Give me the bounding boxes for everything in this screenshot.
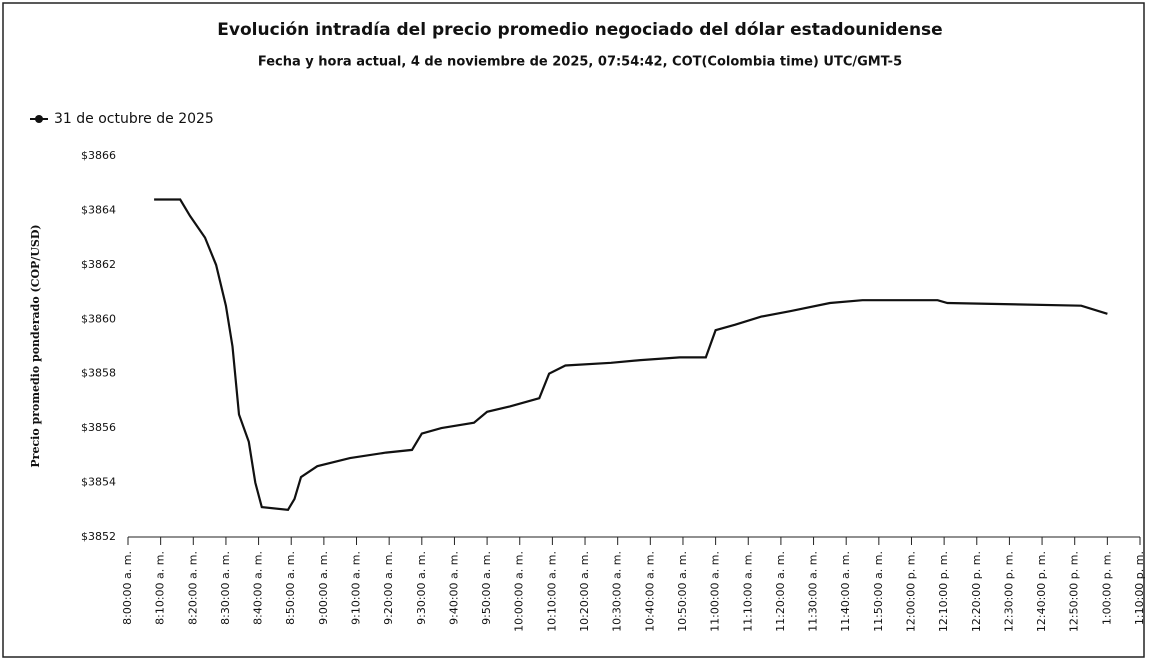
y-tick-label: $3856 bbox=[81, 421, 116, 434]
x-tick-label: 10:00:00 a. m. bbox=[513, 551, 526, 632]
line bbox=[154, 198, 1108, 511]
y-tick-label: $3866 bbox=[81, 149, 116, 162]
x-tick-label: 12:00:00 p. m. bbox=[904, 551, 917, 632]
y-axis-label: Precio promedio ponderado (COP/USD) bbox=[29, 224, 42, 467]
x-tick-label: 9:10:00 a. m. bbox=[350, 551, 363, 625]
x-tick-label: 9:30:00 a. m. bbox=[415, 551, 428, 625]
x-tick-label: 12:50:00 p. m. bbox=[1068, 551, 1081, 632]
x-tick-label: 1:10:00 p. m. bbox=[1133, 551, 1146, 625]
y-tick-label: $3860 bbox=[81, 312, 116, 325]
x-tick-label: 8:40:00 a. m. bbox=[252, 551, 265, 625]
x-tick-label: 9:00:00 a. m. bbox=[317, 551, 330, 625]
x-tick-label: 8:10:00 a. m. bbox=[154, 551, 167, 625]
x-tick-label: 8:30:00 a. m. bbox=[219, 551, 232, 625]
x-tick-label: 8:20:00 a. m. bbox=[186, 551, 199, 625]
x-tick-label: 9:20:00 a. m. bbox=[382, 551, 395, 625]
x-tick-label: 12:30:00 p. m. bbox=[1002, 551, 1015, 632]
x-tick-label: 9:40:00 a. m. bbox=[447, 551, 460, 625]
y-tick-label: $3864 bbox=[81, 203, 116, 216]
legend-marker bbox=[35, 115, 43, 123]
x-tick-label: 11:20:00 a. m. bbox=[774, 551, 787, 632]
x-tick-label: 12:20:00 p. m. bbox=[970, 551, 983, 632]
y-tick-label: $3862 bbox=[81, 258, 116, 271]
x-tick-label: 12:40:00 p. m. bbox=[1035, 551, 1048, 632]
x-tick-label: 9:50:00 a. m. bbox=[480, 551, 493, 625]
x-tick-label: 10:10:00 a. m. bbox=[545, 551, 558, 632]
x-tick-label: 12:10:00 p. m. bbox=[937, 551, 950, 632]
chart-subtitle: Fecha y hora actual, 4 de noviembre de 2… bbox=[258, 55, 902, 70]
x-tick-label: 10:20:00 a. m. bbox=[578, 551, 591, 632]
x-tick-label: 8:00:00 a. m. bbox=[121, 551, 134, 625]
x-tick-label: 10:50:00 a. m. bbox=[676, 551, 689, 632]
x-tick-label: 11:30:00 a. m. bbox=[807, 551, 820, 632]
x-tick-label: 10:40:00 a. m. bbox=[643, 551, 656, 632]
chart-title: Evolución intradía del precio promedio n… bbox=[217, 20, 942, 40]
y-tick-label: $3852 bbox=[81, 530, 116, 543]
x-tick-label: 11:50:00 a. m. bbox=[872, 551, 885, 632]
x-tick-label: 11:00:00 a. m. bbox=[709, 551, 722, 632]
x-tick-label: 8:50:00 a. m. bbox=[284, 551, 297, 625]
x-tick-label: 11:10:00 a. m. bbox=[741, 551, 754, 632]
x-tick-label: 11:40:00 a. m. bbox=[839, 551, 852, 632]
y-tick-label: $3858 bbox=[81, 367, 116, 380]
legend-label: 31 de octubre de 2025 bbox=[54, 111, 214, 127]
x-tick-label: 1:00:00 p. m. bbox=[1100, 551, 1113, 625]
x-tick-label: 10:30:00 a. m. bbox=[611, 551, 624, 632]
y-tick-label: $3854 bbox=[81, 476, 116, 489]
